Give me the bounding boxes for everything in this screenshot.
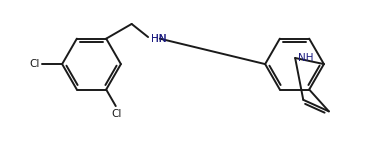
Text: HN: HN: [151, 34, 166, 44]
Text: NH: NH: [298, 53, 314, 63]
Text: Cl: Cl: [29, 59, 40, 69]
Text: HN: HN: [151, 34, 166, 44]
Text: Cl: Cl: [112, 109, 122, 119]
